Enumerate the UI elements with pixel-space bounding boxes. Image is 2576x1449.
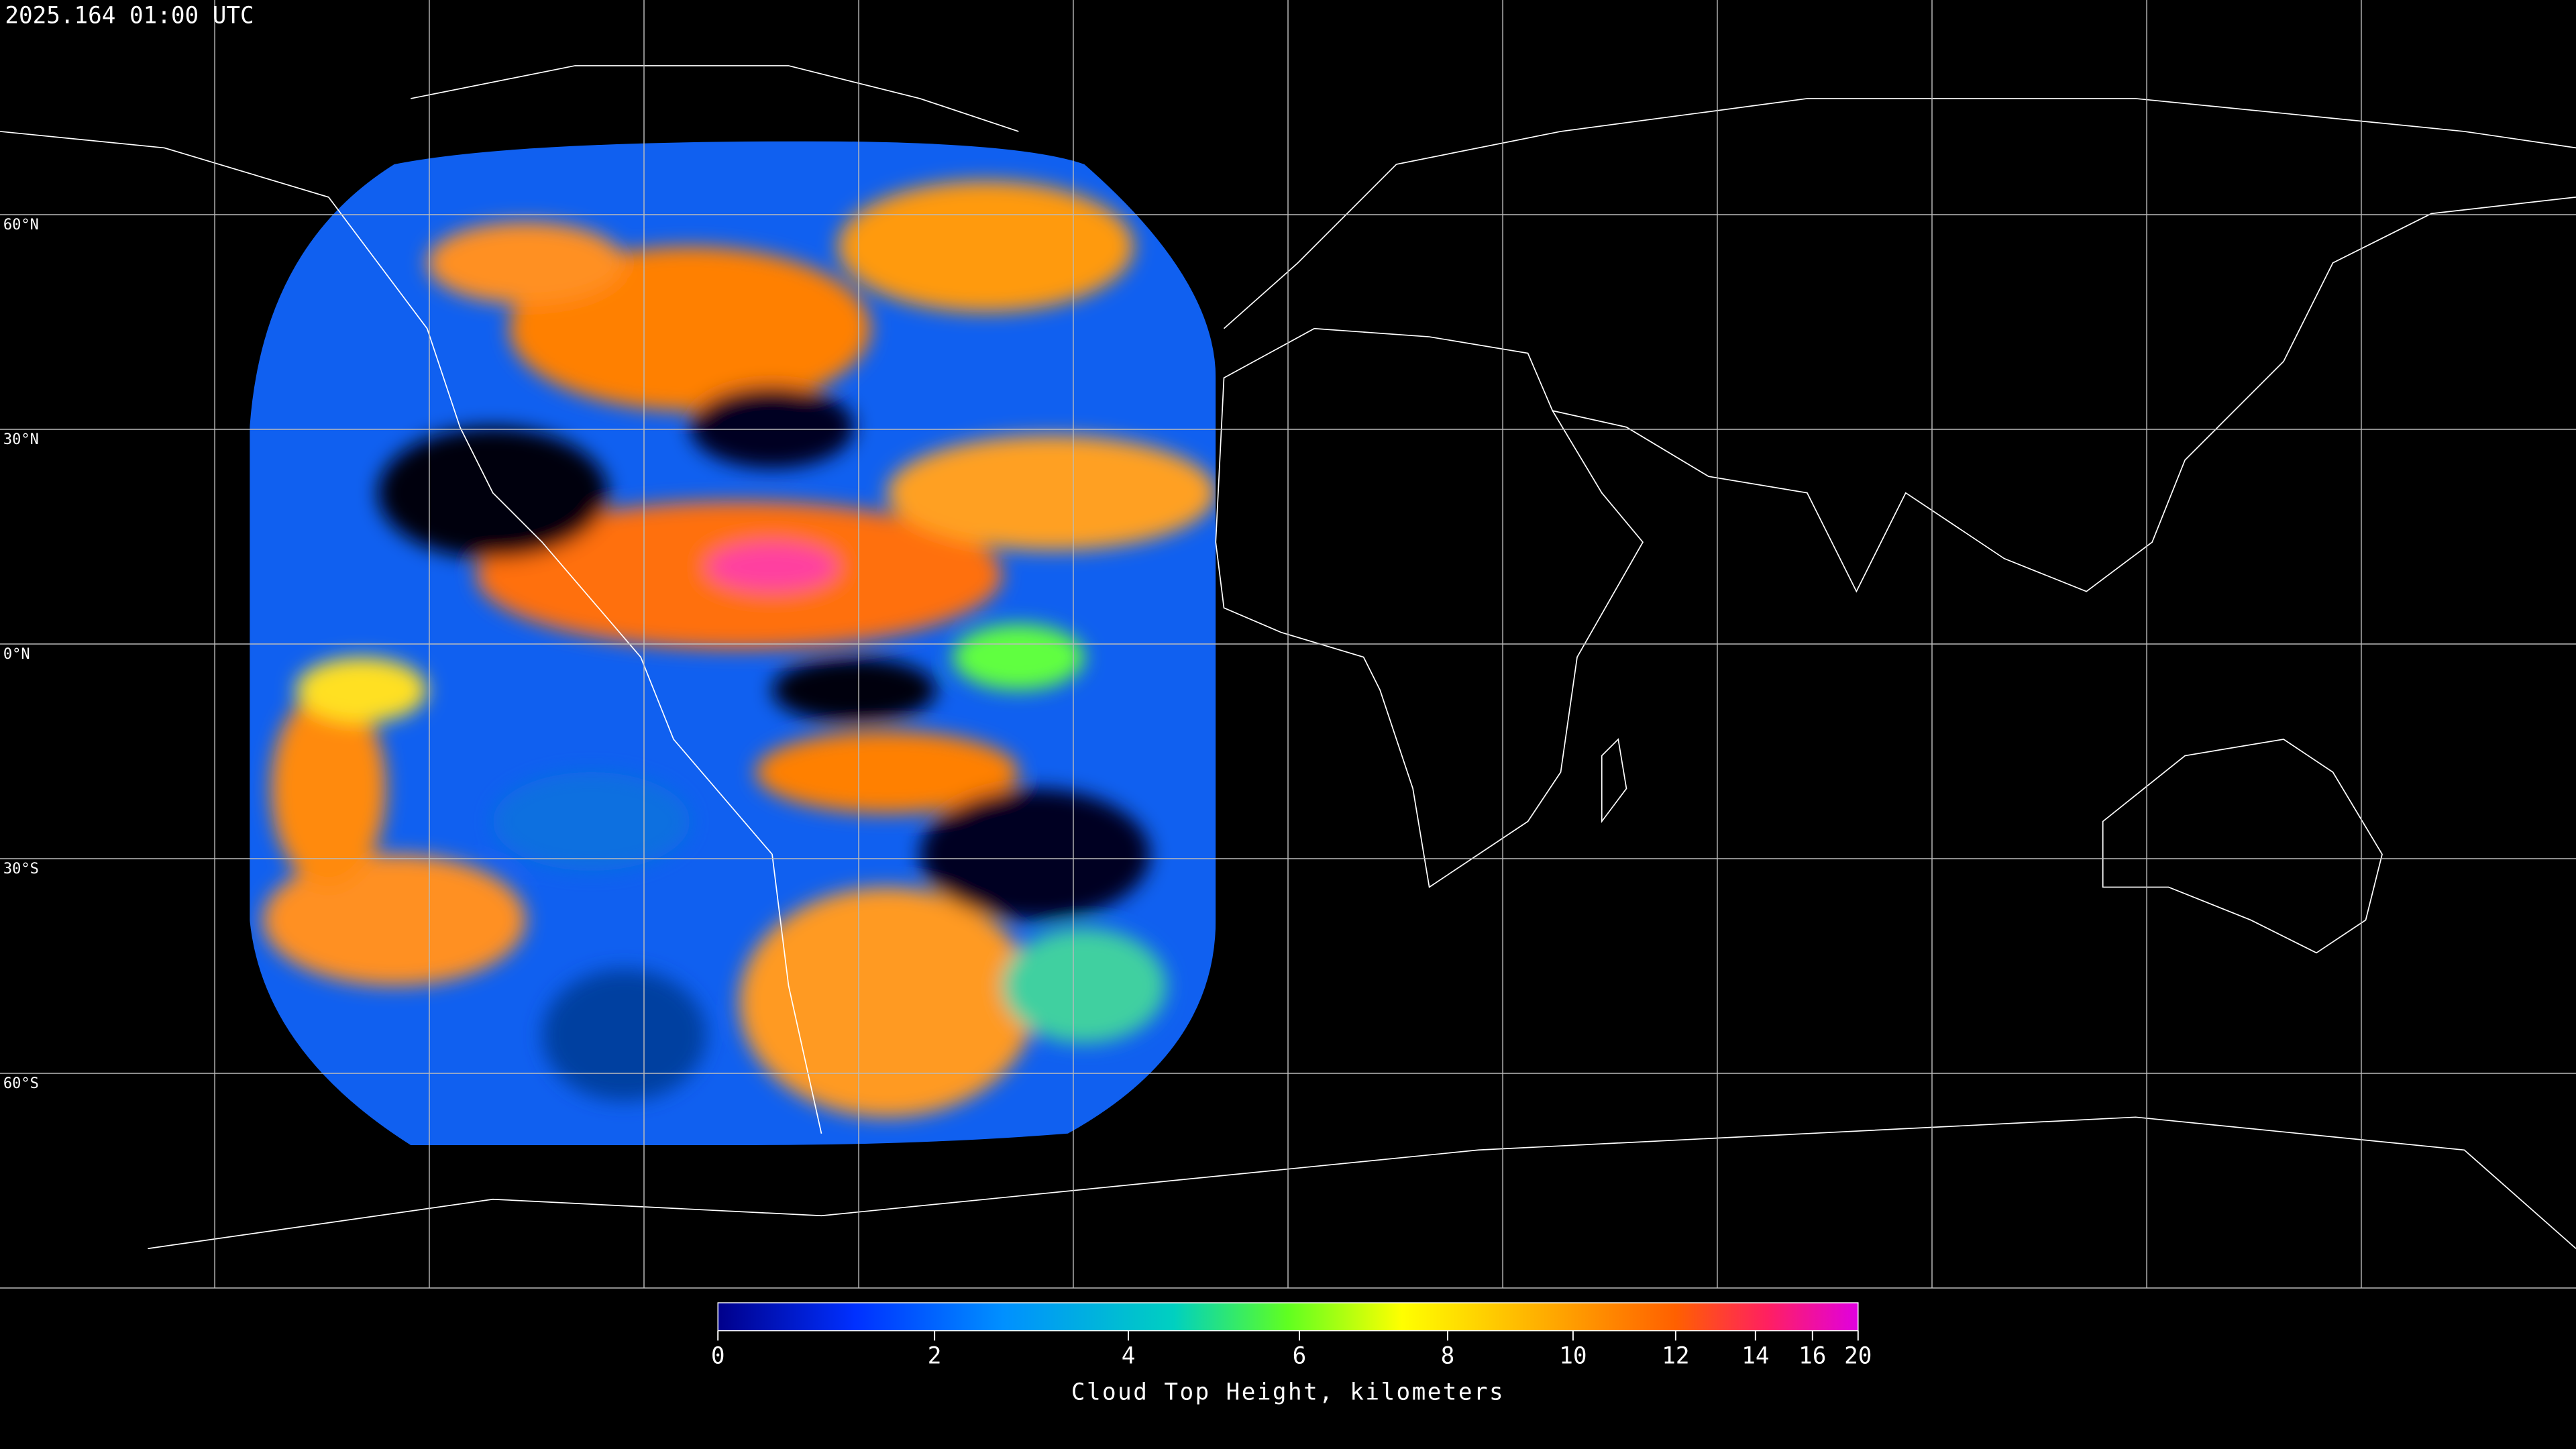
latitude-label: 30°S — [3, 861, 39, 877]
colorbar — [717, 1302, 1859, 1332]
colorbar-tick-label: 14 — [1741, 1343, 1769, 1370]
latitude-label: 60°N — [3, 217, 39, 233]
colorbar-tick-label: 0 — [711, 1343, 725, 1370]
colorbar-tick-label: 2 — [928, 1343, 942, 1370]
colorbar-tick-label: 16 — [1799, 1343, 1826, 1370]
colorbar-tick-label: 8 — [1441, 1343, 1455, 1370]
colorbar-label: Cloud Top Height, kilometers — [1071, 1379, 1505, 1406]
colorbar-tick-label: 20 — [1844, 1343, 1872, 1370]
coastlines — [0, 65, 2576, 1250]
colorbar-tick-label: 6 — [1293, 1343, 1307, 1370]
latitude-label: 0°N — [3, 646, 30, 663]
latitude-label: 60°S — [3, 1075, 39, 1092]
colorbar-tick-label: 12 — [1662, 1343, 1689, 1370]
colorbar-tick-label: 10 — [1559, 1343, 1587, 1370]
latitude-label: 30°N — [3, 431, 39, 448]
colorbar-tick-label: 4 — [1122, 1343, 1136, 1370]
timestamp: 2025.164 01:00 UTC — [5, 2, 254, 29]
satellite-image — [250, 141, 1216, 1145]
